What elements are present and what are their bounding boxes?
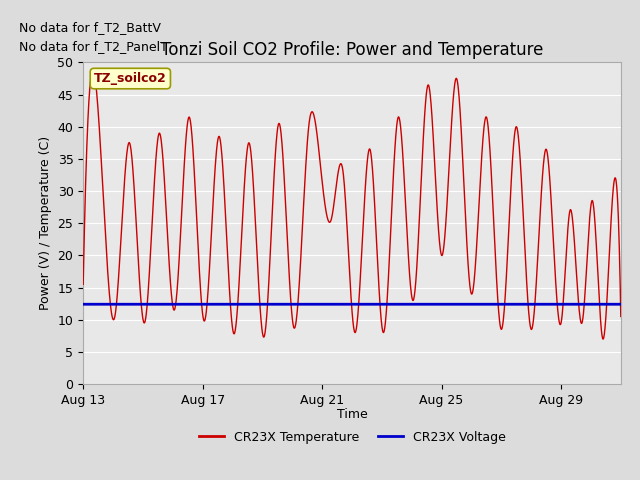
X-axis label: Time: Time xyxy=(337,408,367,421)
Y-axis label: Power (V) / Temperature (C): Power (V) / Temperature (C) xyxy=(39,136,52,310)
Text: TZ_soilco2: TZ_soilco2 xyxy=(94,72,166,85)
Text: No data for f_T2_BattV: No data for f_T2_BattV xyxy=(19,21,161,34)
Legend: CR23X Temperature, CR23X Voltage: CR23X Temperature, CR23X Voltage xyxy=(193,425,511,448)
Title: Tonzi Soil CO2 Profile: Power and Temperature: Tonzi Soil CO2 Profile: Power and Temper… xyxy=(161,41,543,60)
Text: No data for f_T2_PanelT: No data for f_T2_PanelT xyxy=(19,40,168,53)
